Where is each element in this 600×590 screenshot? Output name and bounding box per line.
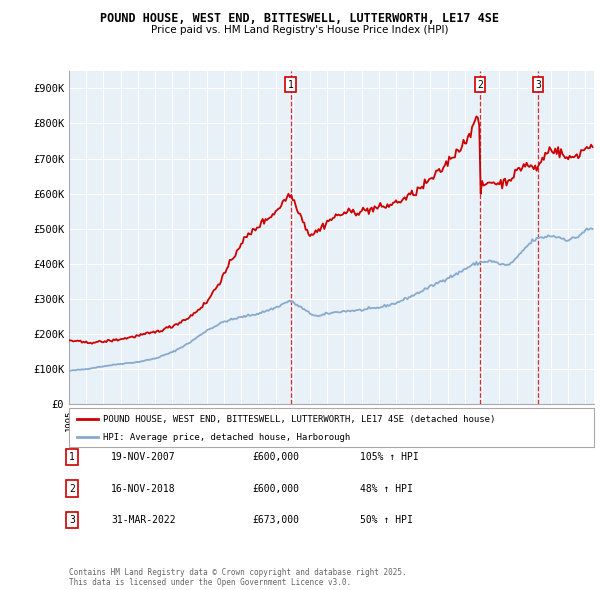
Text: HPI: Average price, detached house, Harborough: HPI: Average price, detached house, Harb… [103,432,350,441]
Text: 1: 1 [288,80,293,90]
Text: 48% ↑ HPI: 48% ↑ HPI [360,484,413,493]
Text: Price paid vs. HM Land Registry's House Price Index (HPI): Price paid vs. HM Land Registry's House … [151,25,449,35]
Text: £600,000: £600,000 [252,453,299,462]
Text: 31-MAR-2022: 31-MAR-2022 [111,516,176,525]
Text: POUND HOUSE, WEST END, BITTESWELL, LUTTERWORTH, LE17 4SE (detached house): POUND HOUSE, WEST END, BITTESWELL, LUTTE… [103,415,496,424]
Text: 2: 2 [477,80,483,90]
Text: 3: 3 [69,516,75,525]
Text: 1: 1 [69,453,75,462]
Text: 16-NOV-2018: 16-NOV-2018 [111,484,176,493]
Text: 50% ↑ HPI: 50% ↑ HPI [360,516,413,525]
Text: Contains HM Land Registry data © Crown copyright and database right 2025.
This d: Contains HM Land Registry data © Crown c… [69,568,407,587]
Text: 19-NOV-2007: 19-NOV-2007 [111,453,176,462]
Text: 3: 3 [535,80,541,90]
Text: 105% ↑ HPI: 105% ↑ HPI [360,453,419,462]
Text: £600,000: £600,000 [252,484,299,493]
Text: 2: 2 [69,484,75,493]
Text: £673,000: £673,000 [252,516,299,525]
Text: POUND HOUSE, WEST END, BITTESWELL, LUTTERWORTH, LE17 4SE: POUND HOUSE, WEST END, BITTESWELL, LUTTE… [101,12,499,25]
